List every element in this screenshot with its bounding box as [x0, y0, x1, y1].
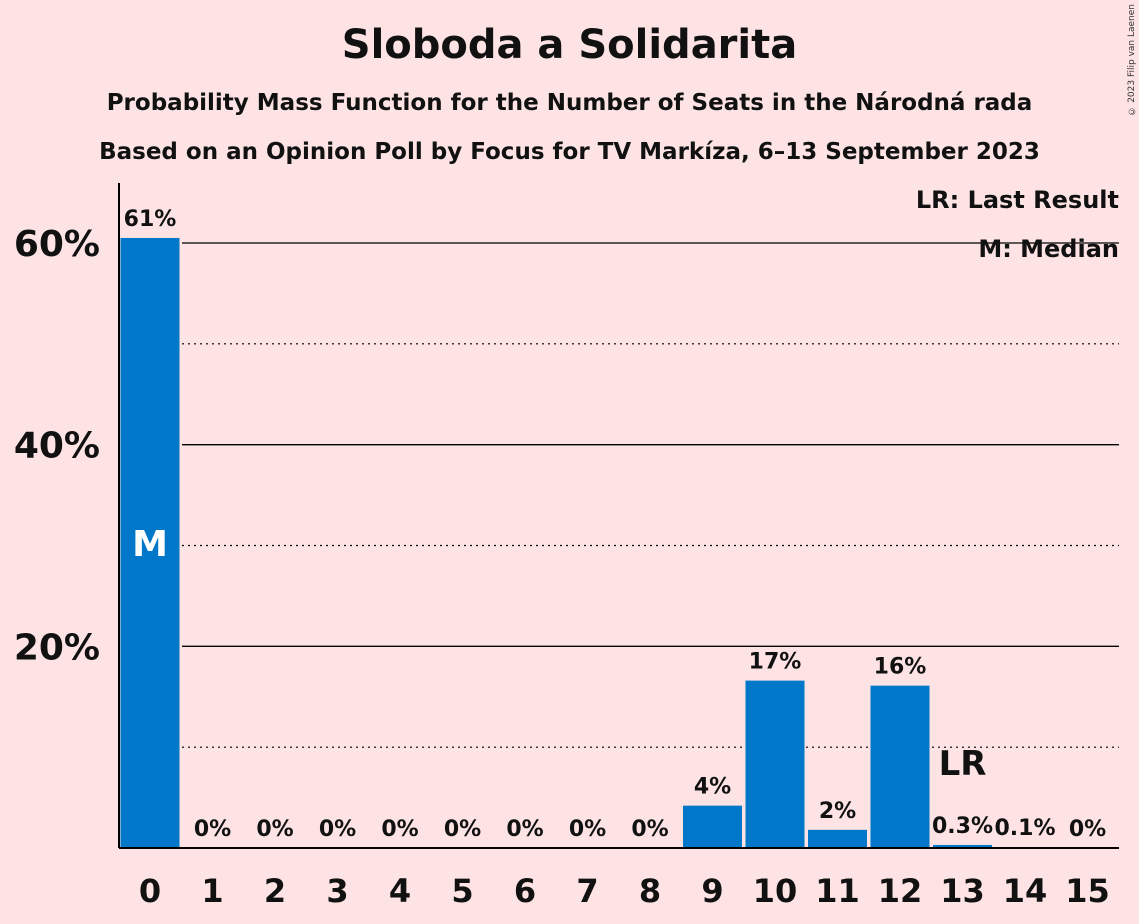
bar [120, 237, 180, 849]
data-label: 0.1% [994, 816, 1055, 841]
bar [745, 680, 805, 848]
chart-subtitle-1: Probability Mass Function for the Number… [106, 90, 1033, 116]
x-tick-label: 4 [389, 872, 411, 910]
data-label: 4% [694, 775, 731, 800]
chart-title: Sloboda a Solidarita [341, 22, 798, 68]
data-label: 0% [631, 817, 668, 842]
chart-subtitle-2: Based on an Opinion Poll by Focus for TV… [99, 139, 1040, 165]
y-tick-label: 40% [14, 426, 100, 467]
data-label: 0% [444, 817, 481, 842]
copyright-notice: © 2023 Filip van Laenen [1127, 4, 1137, 116]
data-label: 61% [124, 207, 177, 232]
last-result-marker: LR [939, 744, 987, 784]
bar [683, 805, 742, 848]
x-tick-label: 2 [264, 872, 286, 910]
x-tick-label: 9 [701, 872, 723, 910]
median-marker: M [132, 524, 168, 565]
x-tick-label: 12 [878, 872, 923, 910]
data-label: 2% [819, 799, 856, 824]
x-tick-label: 0 [139, 872, 161, 910]
data-label: 0% [319, 817, 356, 842]
legend-last-result: LR: Last Result [915, 186, 1119, 214]
bar [870, 685, 930, 848]
y-tick-label: 20% [14, 627, 100, 668]
data-label: 0% [569, 817, 606, 842]
data-label: 17% [749, 650, 802, 675]
data-label: 0% [381, 817, 418, 842]
data-label: 0% [506, 817, 543, 842]
x-tick-label: 3 [326, 872, 348, 910]
data-label: 0% [194, 817, 231, 842]
x-tick-label: 10 [753, 872, 798, 910]
x-tick-label: 5 [451, 872, 473, 910]
x-tick-label: 14 [1003, 872, 1048, 910]
x-tick-label: 7 [576, 872, 598, 910]
x-tick-label: 11 [815, 872, 860, 910]
y-tick-label: 60% [14, 224, 100, 265]
x-tick-label: 8 [639, 872, 661, 910]
bar [808, 829, 867, 848]
data-label: 0% [256, 817, 293, 842]
x-tick-label: 15 [1065, 872, 1110, 910]
x-tick-label: 6 [514, 872, 536, 910]
x-tick-label: 13 [940, 872, 985, 910]
data-label: 16% [874, 655, 927, 680]
data-label: 0% [1069, 817, 1106, 842]
data-label: 0.3% [932, 814, 993, 839]
legend-median: M: Median [978, 235, 1119, 263]
bar [933, 844, 992, 848]
x-tick-label: 1 [201, 872, 223, 910]
